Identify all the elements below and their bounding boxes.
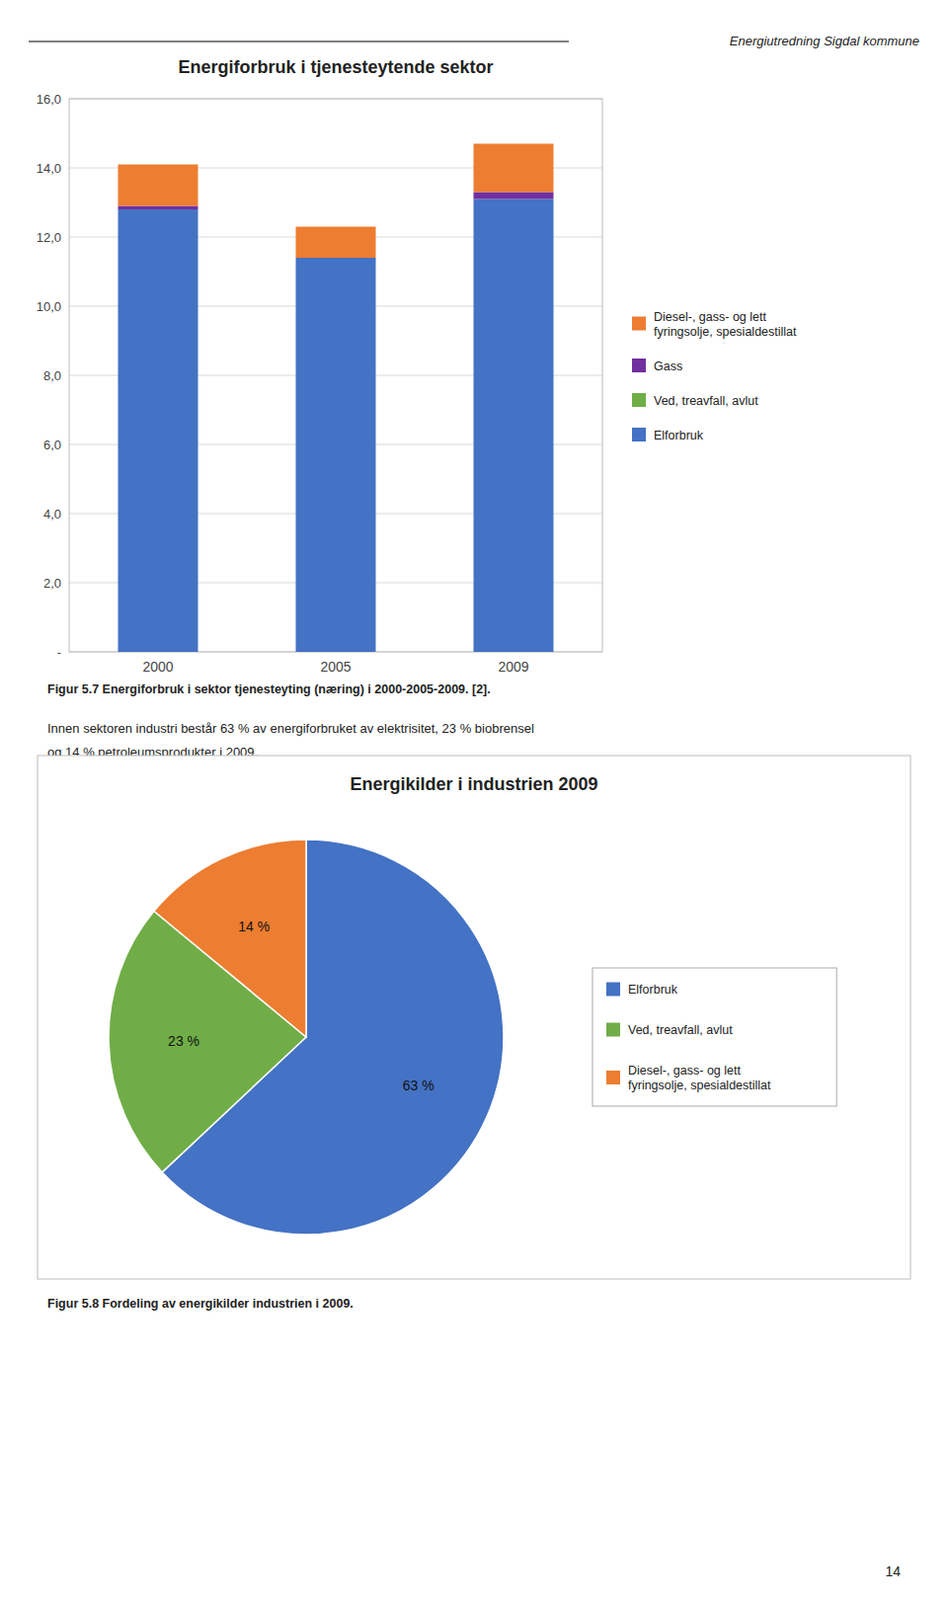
legend-label: Elforbruk xyxy=(653,428,705,443)
legend-swatch xyxy=(606,1070,621,1085)
text-line: Diesel-, gass- og lett xyxy=(628,1063,741,1078)
legend: Elforbruk Ved, treavfall, avlut Diesel-, g… xyxy=(592,967,837,1106)
legend-frame xyxy=(592,967,837,1106)
y-tick-label: 16,0 xyxy=(36,91,62,107)
plot-frame xyxy=(69,98,603,652)
y-tick-label: - xyxy=(57,644,62,660)
data-label: 63 % xyxy=(402,1077,435,1094)
legend-label: Elforbruk xyxy=(628,982,679,997)
legend-swatch xyxy=(632,316,646,331)
bar-segment xyxy=(296,257,377,652)
legend-swatch xyxy=(632,393,646,407)
page-background xyxy=(0,0,948,1600)
data-label: 14 % xyxy=(237,918,270,935)
header-rule xyxy=(28,41,569,43)
legend-label: Ved, treavfall, avlut xyxy=(628,1023,733,1037)
bar-segment xyxy=(474,199,554,653)
legend-label: Ved, treavfall, avlut xyxy=(653,394,759,408)
bar-segment xyxy=(296,227,377,259)
caption: Figur 5.8 Fordeling av energikilder indu… xyxy=(47,1296,354,1311)
legend-label: Gass xyxy=(653,359,683,374)
x-tick-label: 2000 xyxy=(142,658,173,675)
x-tick-label: 2009 xyxy=(497,658,529,675)
legend-swatch xyxy=(632,427,646,442)
legend: Diesel-, gass- og lettfyringsolje, spesi… xyxy=(632,310,797,443)
pie-slice xyxy=(154,839,307,1037)
legend-swatch xyxy=(606,1023,621,1037)
page-number: 14 xyxy=(884,1563,901,1580)
caption: Figur 5.7 Energiforbruk i sektor tjenest… xyxy=(47,682,491,697)
legend-swatch xyxy=(632,358,646,373)
y-tick-label: 8,0 xyxy=(43,368,62,384)
text-line: fyringsolje, spesialdestillat xyxy=(653,324,797,339)
y-tick-label: 14,0 xyxy=(36,160,62,176)
x-tick-label: 2005 xyxy=(319,658,351,675)
text-line: Innen sektoren industri består 63 % av e… xyxy=(47,720,535,736)
page-header: Energiutredning Sigdal kommune xyxy=(729,33,920,49)
y-tick-label: 4,0 xyxy=(43,506,62,522)
bar-segment xyxy=(118,209,199,652)
y-tick-label: 2,0 xyxy=(43,575,62,591)
bar-segment xyxy=(118,206,199,211)
chart-frame xyxy=(37,755,911,1279)
paragraph: Innen sektoren industri består 63 % av e… xyxy=(47,720,535,760)
bar-chart: Energiforbruk i tjenesteytende sektor - 2,… xyxy=(36,57,797,697)
data-label: 23 % xyxy=(167,1032,200,1049)
y-tick-label: 12,0 xyxy=(36,230,62,245)
chart-title: Energiforbruk i tjenesteytende sektor xyxy=(177,57,493,78)
text-line: fyringsolje, spesialdestillat xyxy=(628,1078,772,1093)
legend-swatch xyxy=(606,982,621,997)
y-tick-label: 6,0 xyxy=(43,437,62,453)
text-line: Diesel-, gass- og lett xyxy=(653,310,767,324)
pie-chart: Energikilder i industrien 2009 63 % 23 % 14… xyxy=(37,755,911,1311)
bars xyxy=(118,144,554,653)
bar-segment xyxy=(474,192,554,200)
page: Energiutredning Sigdal kommune Innen sekt… xyxy=(0,0,948,1600)
y-tick-label: 10,0 xyxy=(36,299,62,315)
chart-title: Energikilder i industrien 2009 xyxy=(349,774,598,794)
bar-segment xyxy=(118,164,199,207)
wedges xyxy=(108,839,504,1235)
legend-label: Diesel-, gass- og lettfyringsolje, spesi… xyxy=(653,310,797,339)
legend-label: Diesel-, gass- og lettfyringsolje, spesi… xyxy=(628,1063,772,1093)
bar-segment xyxy=(474,144,554,193)
